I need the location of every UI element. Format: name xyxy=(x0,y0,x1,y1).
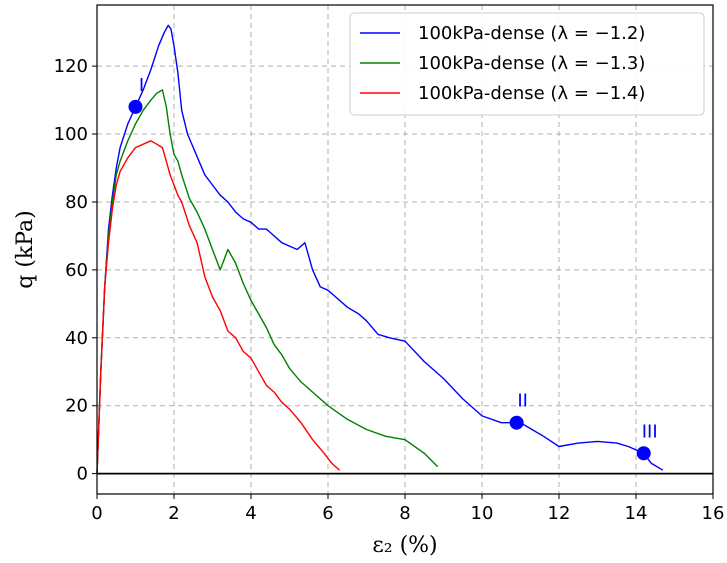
series-line xyxy=(96,140,340,474)
marker-dot xyxy=(509,415,524,430)
marker-label: I xyxy=(139,75,144,96)
x-tick-label: 10 xyxy=(471,503,494,524)
axis-ticks: 0 2 4 6 8 10 12 14 16 0 20 40 60 80 100 120 xyxy=(54,56,725,524)
y-tick-label: 80 xyxy=(65,192,88,213)
marker-dot xyxy=(128,99,143,114)
marker-dot xyxy=(636,446,651,461)
y-tick-label: 0 xyxy=(77,464,88,485)
x-tick-label: 12 xyxy=(548,503,571,524)
x-tick-label: 8 xyxy=(399,503,410,524)
y-tick-label: 60 xyxy=(65,260,88,281)
x-axis-title: ε₂ (%) xyxy=(372,533,437,558)
marker-label: III xyxy=(642,421,658,442)
x-tick-label: 14 xyxy=(625,503,648,524)
y-tick-label: 20 xyxy=(65,396,88,417)
x-tick-label: 4 xyxy=(245,503,256,524)
legend-label: 100kPa-dense (λ = −1.2) xyxy=(418,23,645,44)
marker-label: II xyxy=(517,391,528,412)
legend-label: 100kPa-dense (λ = −1.3) xyxy=(418,53,645,74)
x-tick-label: 6 xyxy=(322,503,333,524)
y-tick-label: 100 xyxy=(54,124,88,145)
series-line xyxy=(96,89,439,474)
y-axis-title: q (kPa) xyxy=(13,210,38,289)
x-tick-label: 2 xyxy=(168,503,179,524)
x-tick-label: 16 xyxy=(702,503,725,524)
legend: 100kPa-dense (λ = −1.2) 100kPa-dense (λ =… xyxy=(349,12,705,116)
y-tick-label: 40 xyxy=(65,328,88,349)
legend-box xyxy=(349,12,705,116)
x-tick-label: 0 xyxy=(91,503,102,524)
y-tick-label: 120 xyxy=(54,56,88,77)
legend-label: 100kPa-dense (λ = −1.4) xyxy=(418,83,645,104)
